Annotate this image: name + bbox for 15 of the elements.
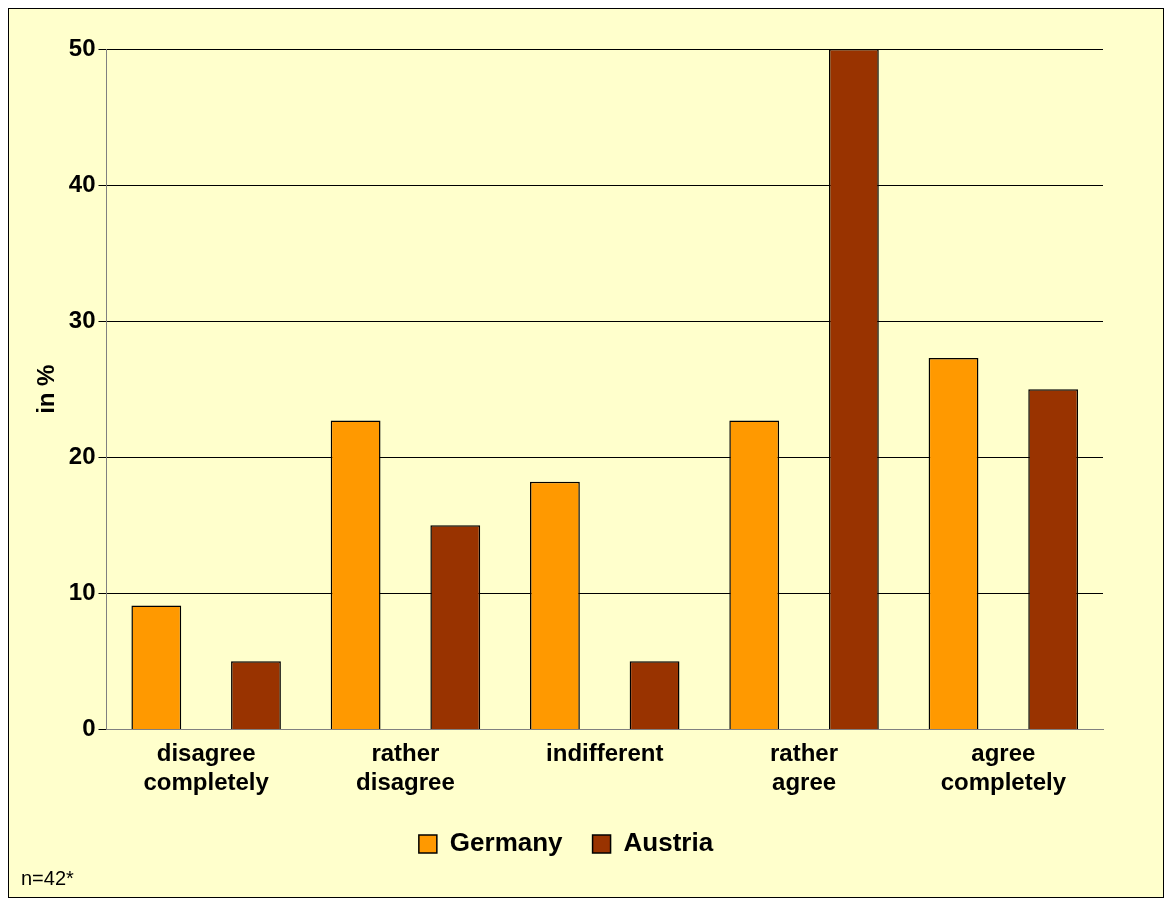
x-tick-label: agree completely	[940, 739, 1067, 796]
text: n=42*	[21, 866, 75, 889]
x-tick-label: indifferent	[546, 739, 664, 767]
x-tick-label: disagree completely	[143, 739, 270, 796]
y-tick-label: 50	[68, 33, 96, 61]
y-tick-label: 40	[68, 169, 96, 197]
y-tick-label: 20	[68, 441, 96, 469]
y-axis-title: in %	[32, 364, 60, 414]
legend-label: Germany	[449, 827, 564, 858]
y-tick-label: 0	[82, 714, 96, 742]
y-tick-label: 30	[68, 305, 96, 333]
x-tick-label: rather agree	[770, 739, 839, 796]
x-tick-label: rather disagree	[356, 739, 455, 796]
legend-label: Austria	[623, 827, 714, 858]
y-tick-label: 10	[68, 577, 96, 605]
